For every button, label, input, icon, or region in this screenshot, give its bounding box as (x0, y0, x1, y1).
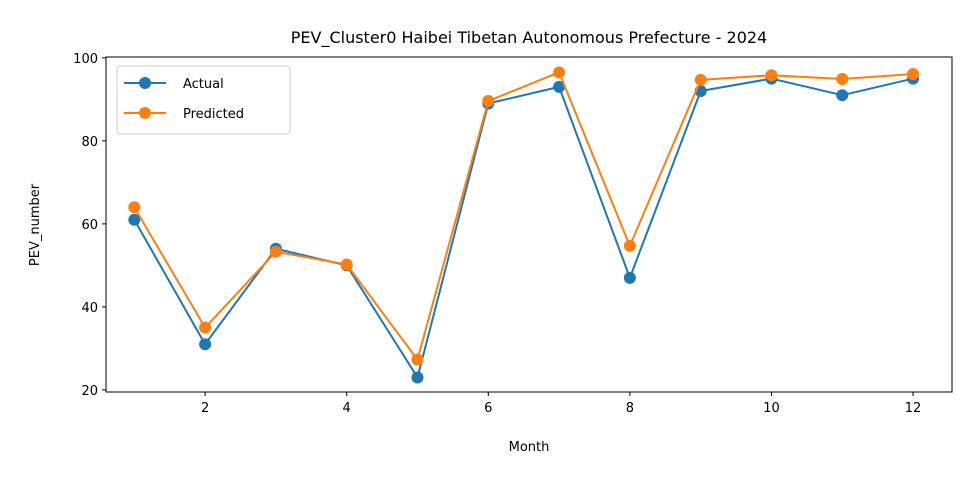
data-point-predicted (199, 321, 212, 334)
chart-title: PEV_Cluster0 Haibei Tibetan Autonomous P… (291, 28, 767, 48)
legend-swatch-marker-predicted (139, 107, 151, 119)
plot-frame (105, 56, 953, 393)
plot-area (128, 66, 920, 384)
legend-swatch-marker-actual (139, 77, 151, 89)
data-point-predicted (411, 353, 424, 366)
x-tick-label: 2 (201, 401, 209, 416)
legend: Actual Predicted (116, 65, 291, 135)
x-axis: 2 4 6 8 10 12 (201, 392, 921, 416)
data-point-predicted (765, 69, 778, 82)
y-tick-label: 40 (81, 301, 98, 316)
y-axis: 20 40 60 80 100 (73, 52, 106, 399)
data-point-predicted (836, 73, 849, 86)
data-point-actual (553, 80, 566, 93)
data-point-actual (199, 338, 212, 351)
data-point-predicted (340, 258, 353, 271)
x-tick-label: 6 (484, 401, 492, 416)
data-point-predicted (623, 239, 636, 252)
data-point-predicted (128, 201, 141, 214)
data-point-predicted (694, 73, 707, 86)
legend-label-actual: Actual (183, 77, 224, 92)
data-point-predicted (907, 68, 920, 81)
x-tick-label: 12 (905, 401, 922, 416)
y-tick-label: 100 (73, 52, 98, 67)
x-tick-label: 4 (343, 401, 351, 416)
x-tick-label: 10 (763, 401, 780, 416)
y-axis-label: PEV_number (28, 183, 43, 266)
x-axis-label: Month (509, 440, 550, 455)
series-line-predicted (133, 71, 914, 361)
y-tick-label: 20 (81, 384, 98, 399)
x-tick-label: 8 (626, 401, 634, 416)
data-point-predicted (269, 245, 282, 258)
data-point-actual (411, 371, 424, 384)
y-tick-label: 80 (81, 135, 98, 150)
data-point-actual (623, 271, 636, 284)
data-point-actual (128, 213, 141, 226)
y-tick-label: 60 (81, 218, 98, 233)
data-point-predicted (482, 95, 495, 108)
legend-label-predicted: Predicted (183, 107, 244, 122)
data-point-actual (836, 89, 849, 102)
data-point-predicted (553, 66, 566, 79)
